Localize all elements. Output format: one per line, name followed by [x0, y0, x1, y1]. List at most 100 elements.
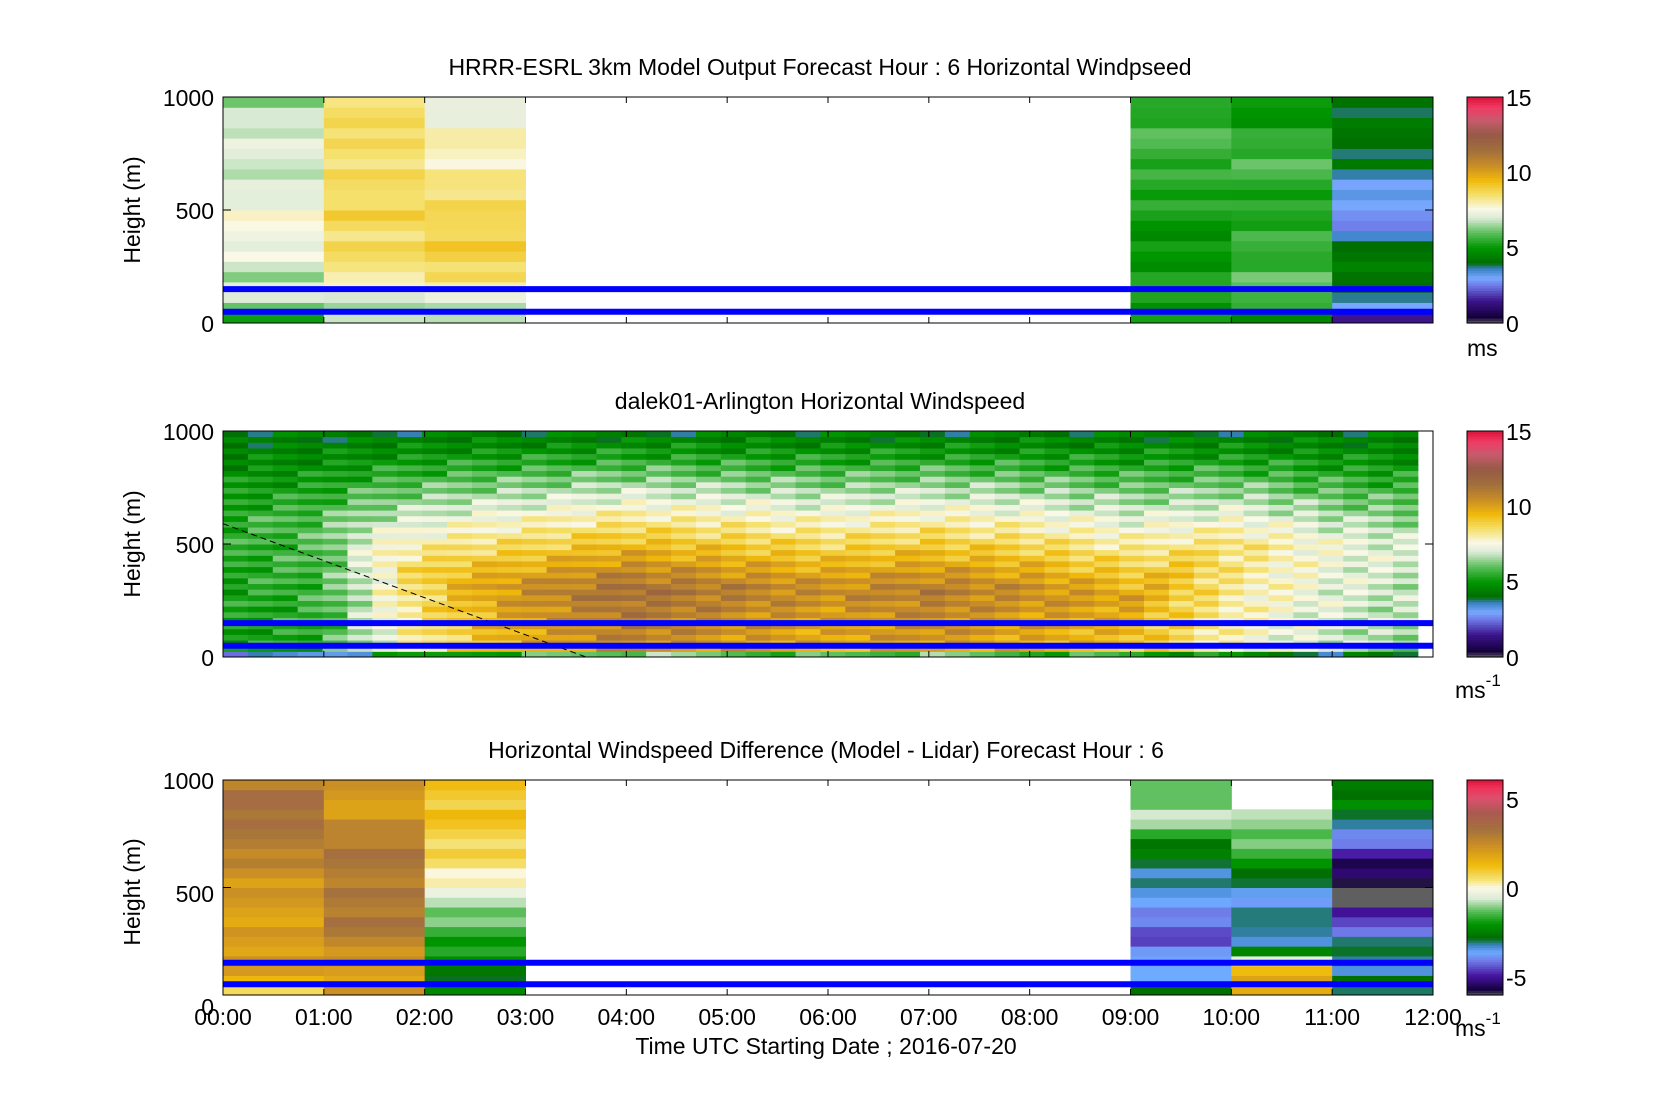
- heatmap-cell: [1094, 572, 1120, 579]
- heatmap-cell: [223, 504, 249, 511]
- heatmap-cell: [745, 651, 772, 658]
- x-tick-label: 08:00: [1001, 1004, 1059, 1030]
- colorbar-segment: [1467, 887, 1503, 891]
- heatmap-cell: [671, 510, 697, 517]
- heatmap-cell: [1318, 510, 1344, 517]
- heatmap-cell: [422, 470, 448, 477]
- heatmap-cell: [845, 498, 871, 505]
- heatmap-cell: [820, 527, 846, 534]
- heatmap-cell: [1332, 916, 1434, 928]
- heatmap-cell: [621, 623, 647, 630]
- heatmap-cell: [496, 594, 523, 601]
- heatmap-cell: [1318, 459, 1344, 466]
- colorbar-segment: [1467, 601, 1503, 605]
- colorbar-segment: [1467, 124, 1503, 128]
- colorbar-segment: [1467, 837, 1503, 841]
- heatmap-cell: [1332, 858, 1434, 869]
- heatmap-cell: [745, 577, 772, 585]
- heatmap-cell: [397, 606, 423, 613]
- heatmap-cell: [223, 117, 325, 129]
- heatmap-cell: [671, 487, 697, 494]
- heatmap-cell: [1343, 651, 1369, 658]
- heatmap-cell: [223, 493, 249, 500]
- heatmap-cell: [424, 985, 526, 996]
- heatmap-cell: [1293, 521, 1319, 528]
- heatmap-cell: [297, 594, 324, 601]
- heatmap-cell: [1318, 566, 1344, 573]
- heatmap-cell: [247, 442, 274, 449]
- heatmap-cell: [944, 555, 971, 562]
- colorbar-segment: [1467, 596, 1503, 600]
- heatmap-cell: [571, 532, 597, 539]
- heatmap-cell: [720, 566, 747, 573]
- heatmap-cell: [994, 493, 1021, 500]
- heatmap-cell: [695, 447, 722, 455]
- heatmap-cell: [1193, 560, 1220, 568]
- heatmap-cell: [1168, 532, 1195, 539]
- heatmap-cell: [795, 606, 821, 613]
- heatmap-cell: [720, 600, 747, 607]
- heatmap-cell: [820, 459, 846, 466]
- heatmap-cell: [1368, 431, 1394, 438]
- heatmap-cell: [969, 611, 996, 618]
- heatmap-cell: [223, 623, 249, 630]
- heatmap-cell: [424, 887, 526, 898]
- heatmap-cell: [745, 634, 772, 641]
- heatmap-cell: [297, 459, 324, 466]
- heatmap-cell: [272, 611, 299, 618]
- heatmap-cell: [1193, 521, 1220, 528]
- colorbar-segment: [1467, 901, 1503, 905]
- heatmap-cell: [496, 555, 523, 562]
- colorbar-segment: [1467, 641, 1503, 646]
- x-tick-label: 03:00: [497, 1004, 555, 1030]
- heatmap-cell: [1293, 442, 1319, 449]
- heatmap-cell: [646, 498, 672, 505]
- heatmap-cell: [1044, 453, 1070, 460]
- colorbar-segment: [1467, 476, 1503, 480]
- heatmap-cell: [422, 600, 448, 607]
- heatmap-cell: [745, 487, 772, 494]
- heatmap-cell: [1268, 470, 1294, 477]
- heatmap-cell: [422, 651, 448, 658]
- heatmap-cell: [322, 589, 348, 596]
- heatmap-cell: [845, 572, 871, 579]
- heatmap-cell: [496, 459, 523, 466]
- heatmap-cell: [1231, 312, 1333, 324]
- heatmap-cell: [397, 431, 423, 438]
- heatmap-cell: [424, 240, 526, 252]
- heatmap-cell: [1019, 532, 1045, 539]
- heatmap-cell: [1019, 611, 1045, 618]
- heatmap-cell: [920, 493, 946, 500]
- heatmap-cell: [1268, 532, 1294, 539]
- heatmap-cell: [372, 521, 398, 528]
- heatmap-cell: [845, 560, 871, 568]
- colorbar-segment: [1467, 207, 1503, 211]
- heatmap-cell: [646, 651, 672, 658]
- heatmap-cell: [820, 566, 846, 573]
- heatmap-cell: [272, 606, 299, 613]
- heatmap-cell: [671, 453, 697, 460]
- colorbar-segment: [1467, 609, 1503, 613]
- heatmap-cell: [247, 583, 274, 590]
- colorbar-segment: [1467, 518, 1503, 522]
- colorbar-segment: [1467, 820, 1503, 824]
- heatmap-cell: [845, 504, 871, 511]
- heatmap-cell: [720, 549, 747, 556]
- heatmap-cell: [1069, 510, 1095, 517]
- heatmap-cell: [1332, 158, 1434, 170]
- heatmap-cell: [223, 572, 249, 579]
- heatmap-cell: [845, 470, 871, 477]
- heatmap-cell: [969, 634, 996, 641]
- heatmap-cell: [845, 493, 871, 500]
- heatmap-cell: [1231, 168, 1333, 180]
- heatmap-cell: [1130, 965, 1232, 976]
- heatmap-cell: [424, 97, 526, 108]
- colorbar-segment: [1467, 147, 1503, 151]
- heatmap-cell: [422, 521, 448, 528]
- heatmap-cell: [969, 544, 996, 551]
- heatmap-cell: [1130, 292, 1232, 303]
- heatmap-cell: [1130, 261, 1232, 273]
- heatmap-cell: [297, 606, 324, 613]
- heatmap-cell: [870, 521, 896, 528]
- heatmap-cell: [969, 498, 996, 505]
